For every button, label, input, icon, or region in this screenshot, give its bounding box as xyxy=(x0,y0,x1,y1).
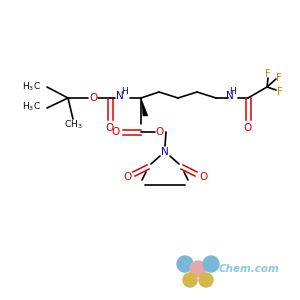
Text: H: H xyxy=(230,86,236,95)
Text: O: O xyxy=(89,93,97,103)
Text: O: O xyxy=(156,127,164,137)
Text: F: F xyxy=(265,69,271,79)
Circle shape xyxy=(190,261,206,277)
Circle shape xyxy=(183,273,197,287)
Text: CH$_3$: CH$_3$ xyxy=(64,119,82,131)
Text: N: N xyxy=(116,91,124,101)
Text: O: O xyxy=(199,172,207,182)
Circle shape xyxy=(199,273,213,287)
Text: O: O xyxy=(111,127,119,137)
Polygon shape xyxy=(141,98,148,116)
Text: H: H xyxy=(121,86,128,95)
Text: Chem.com: Chem.com xyxy=(219,264,280,274)
Text: H$_3$C: H$_3$C xyxy=(22,101,41,113)
Text: F: F xyxy=(276,73,282,83)
Text: N: N xyxy=(161,147,169,157)
Text: O: O xyxy=(123,172,131,182)
Circle shape xyxy=(203,256,219,272)
Circle shape xyxy=(177,256,193,272)
Text: O: O xyxy=(244,123,252,133)
Text: N: N xyxy=(226,91,234,101)
Text: H$_3$C: H$_3$C xyxy=(22,81,41,93)
Text: O: O xyxy=(106,123,114,133)
Text: F: F xyxy=(277,87,283,97)
